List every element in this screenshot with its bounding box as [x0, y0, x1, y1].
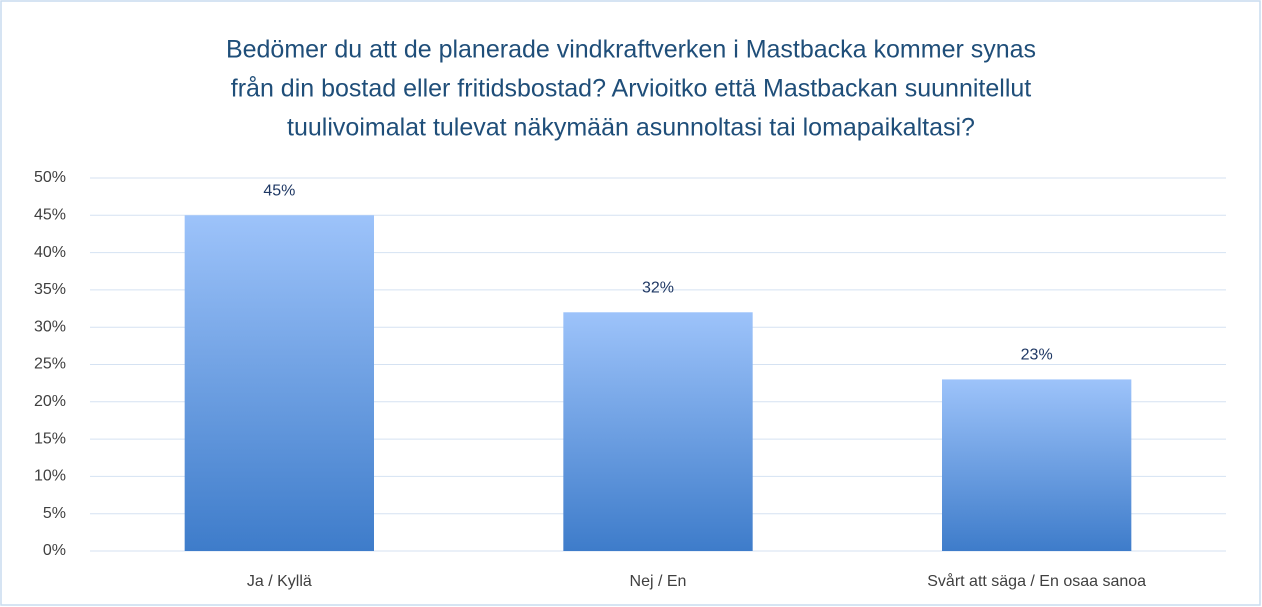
data-label: 23% — [1021, 347, 1053, 364]
y-tick-label: 40% — [34, 244, 66, 261]
bar — [563, 312, 753, 551]
y-tick-label: 45% — [34, 207, 66, 224]
y-tick-label: 10% — [34, 468, 66, 485]
y-tick-label: 15% — [34, 430, 66, 447]
data-label: 45% — [263, 183, 295, 200]
chart-title: tuulivoimalat tulevat näkymään asunnolta… — [287, 114, 975, 142]
x-tick-label: Svårt att säga / En osaa sanoa — [927, 572, 1146, 590]
x-tick-label: Nej / En — [630, 573, 687, 590]
data-label: 32% — [642, 279, 674, 296]
y-tick-label: 20% — [34, 393, 66, 410]
chart-title: från din bostad eller fritidsbostad? Arv… — [231, 75, 1032, 103]
y-tick-label: 30% — [34, 318, 66, 335]
y-tick-label: 5% — [43, 505, 66, 522]
y-tick-label: 25% — [34, 356, 66, 373]
bar — [184, 215, 374, 552]
y-tick-label: 0% — [43, 542, 66, 559]
bar — [942, 379, 1132, 551]
y-tick-label: 50% — [34, 169, 66, 186]
chart-title: Bedömer du att de planerade vindkraftver… — [226, 36, 1036, 64]
x-tick-label: Ja / Kyllä — [247, 573, 312, 590]
y-tick-label: 35% — [34, 281, 66, 298]
